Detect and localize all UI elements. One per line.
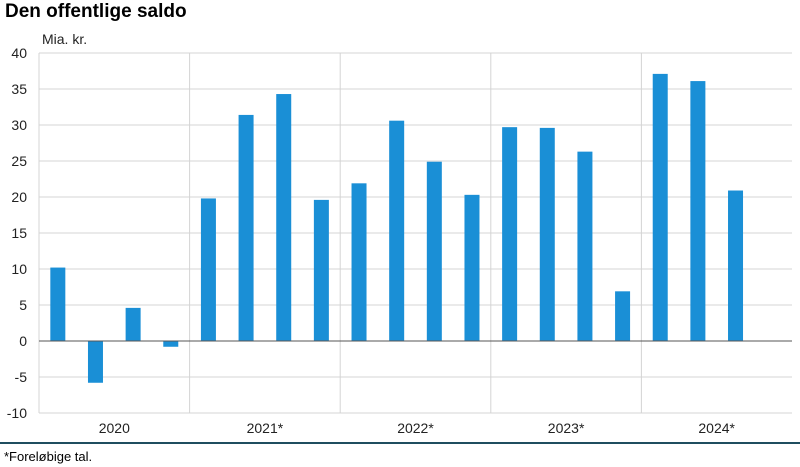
year-separators — [189, 53, 642, 413]
footnote: *Foreløbige tal. — [4, 449, 93, 464]
bar — [539, 127, 555, 341]
x-category-labels: 2020 2021* 2022* 2023* 2024* — [99, 420, 736, 436]
bar — [464, 194, 480, 341]
x-category-label: 2022* — [397, 420, 434, 436]
y-tick-label: 40 — [11, 45, 27, 61]
gridlines — [38, 52, 792, 414]
bar — [652, 73, 668, 341]
chart-title: Den offentlige saldo — [5, 1, 187, 22]
bar — [125, 307, 141, 341]
bar — [615, 291, 631, 341]
bar — [238, 114, 254, 341]
bar — [690, 81, 706, 341]
bar — [313, 199, 329, 341]
bar — [577, 151, 593, 341]
bar — [426, 161, 442, 341]
y-tick-label: 30 — [11, 117, 27, 133]
x-category-label: 2020 — [99, 420, 130, 436]
x-category-label: 2021* — [247, 420, 284, 436]
y-tick-label: 35 — [11, 81, 27, 97]
bars — [50, 73, 744, 383]
x-category-label: 2024* — [698, 420, 735, 436]
bar — [728, 190, 744, 341]
bar — [87, 341, 103, 383]
bar-chart: 40 35 30 25 20 15 10 5 0 -5 -10 2020 2021* 2022* 2023… — [7, 31, 792, 436]
x-category-label: 2023* — [548, 420, 585, 436]
bottom-rule — [0, 442, 800, 444]
y-tick-labels: 40 35 30 25 20 15 10 5 0 -5 -10 — [7, 45, 27, 421]
bar — [502, 127, 518, 341]
y-tick-label: 10 — [11, 261, 27, 277]
y-tick-label: -5 — [15, 369, 28, 385]
bar — [351, 183, 367, 341]
bar — [200, 198, 216, 341]
bar — [276, 94, 292, 341]
bar — [389, 120, 405, 342]
y-tick-label: 5 — [19, 297, 27, 313]
y-tick-label: 15 — [11, 225, 27, 241]
bar — [50, 267, 66, 341]
y-tick-label: -10 — [7, 405, 27, 421]
y-unit-label: Mia. kr. — [42, 31, 87, 47]
y-tick-label: 25 — [11, 153, 27, 169]
bar — [163, 341, 179, 347]
y-tick-label: 20 — [11, 189, 27, 205]
y-tick-label: 0 — [19, 333, 27, 349]
